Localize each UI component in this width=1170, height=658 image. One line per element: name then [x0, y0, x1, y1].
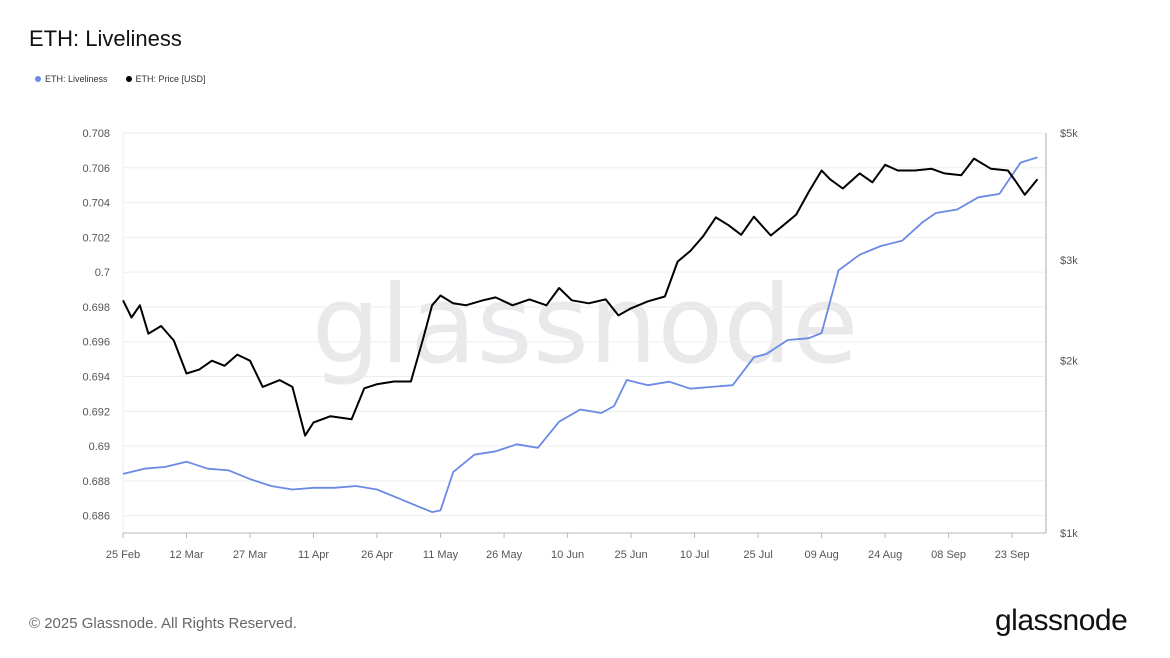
y-left-tick-label: 0.7 [95, 267, 110, 279]
x-tick-label: 26 Apr [361, 549, 393, 561]
y-left-tick-label: 0.694 [82, 371, 110, 383]
y-left-tick-label: 0.688 [82, 476, 110, 488]
y-left-tick-label: 0.704 [82, 198, 110, 210]
y-left-tick-label: 0.69 [89, 441, 110, 453]
x-tick-label: 24 Aug [868, 549, 902, 561]
copyright-text: © 2025 Glassnode. All Rights Reserved. [29, 615, 297, 632]
y-left-tick-label: 0.686 [82, 511, 110, 523]
series-line-liveliness [122, 156, 1038, 513]
x-tick-label: 25 Jul [743, 549, 772, 561]
legend-swatch-liveliness [35, 76, 41, 82]
x-tick-label: 26 May [486, 549, 523, 561]
x-tick-label: 10 Jul [680, 549, 709, 561]
legend-item-price[interactable]: ETH: Price [USD] [125, 74, 206, 84]
y-left-tick-label: 0.706 [82, 163, 110, 175]
y-left-tick-label: 0.698 [82, 302, 110, 314]
chart-legend: ETH: Liveliness ETH: Price [USD] [35, 74, 206, 84]
series-line-price [122, 157, 1039, 437]
brand-logo: glassnode [995, 604, 1128, 637]
chart-title: ETH: Liveliness [29, 26, 182, 51]
x-tick-label: 11 Apr [298, 549, 329, 561]
legend-label-liveliness: ETH: Liveliness [45, 74, 108, 84]
x-tick-label: 11 May [423, 549, 459, 561]
x-tick-label: 25 Jun [615, 549, 648, 561]
watermark-text: glassnode [312, 263, 859, 388]
y-left-tick-label: 0.708 [82, 128, 110, 140]
x-tick-label: 27 Mar [233, 549, 268, 561]
x-tick-label: 09 Aug [804, 549, 838, 561]
y-right-tick-label: $1k [1060, 528, 1078, 540]
y-right-tick-label: $3k [1060, 255, 1078, 267]
x-tick-label: 12 Mar [169, 549, 204, 561]
x-tick-label: 23 Sep [995, 549, 1030, 561]
chart-plot: glassnode 0.708 0.706 0.704 0.702 0.7 0.698 0.… [82, 128, 1078, 561]
y-left-tick-label: 0.696 [82, 337, 110, 349]
y-right-tick-label: $5k [1060, 128, 1078, 140]
x-tick-label: 10 Jun [551, 549, 584, 561]
y-left-tick-label: 0.702 [82, 232, 110, 244]
legend-item-liveliness[interactable]: ETH: Liveliness [35, 74, 108, 84]
x-tick-label: 08 Sep [931, 549, 966, 561]
x-tick-label: 25 Feb [106, 549, 140, 561]
y-left-tick-label: 0.692 [82, 406, 110, 418]
y-right-tick-label: $2k [1060, 356, 1078, 368]
legend-swatch-price [125, 76, 132, 82]
legend-label-price: ETH: Price [USD] [135, 74, 206, 84]
